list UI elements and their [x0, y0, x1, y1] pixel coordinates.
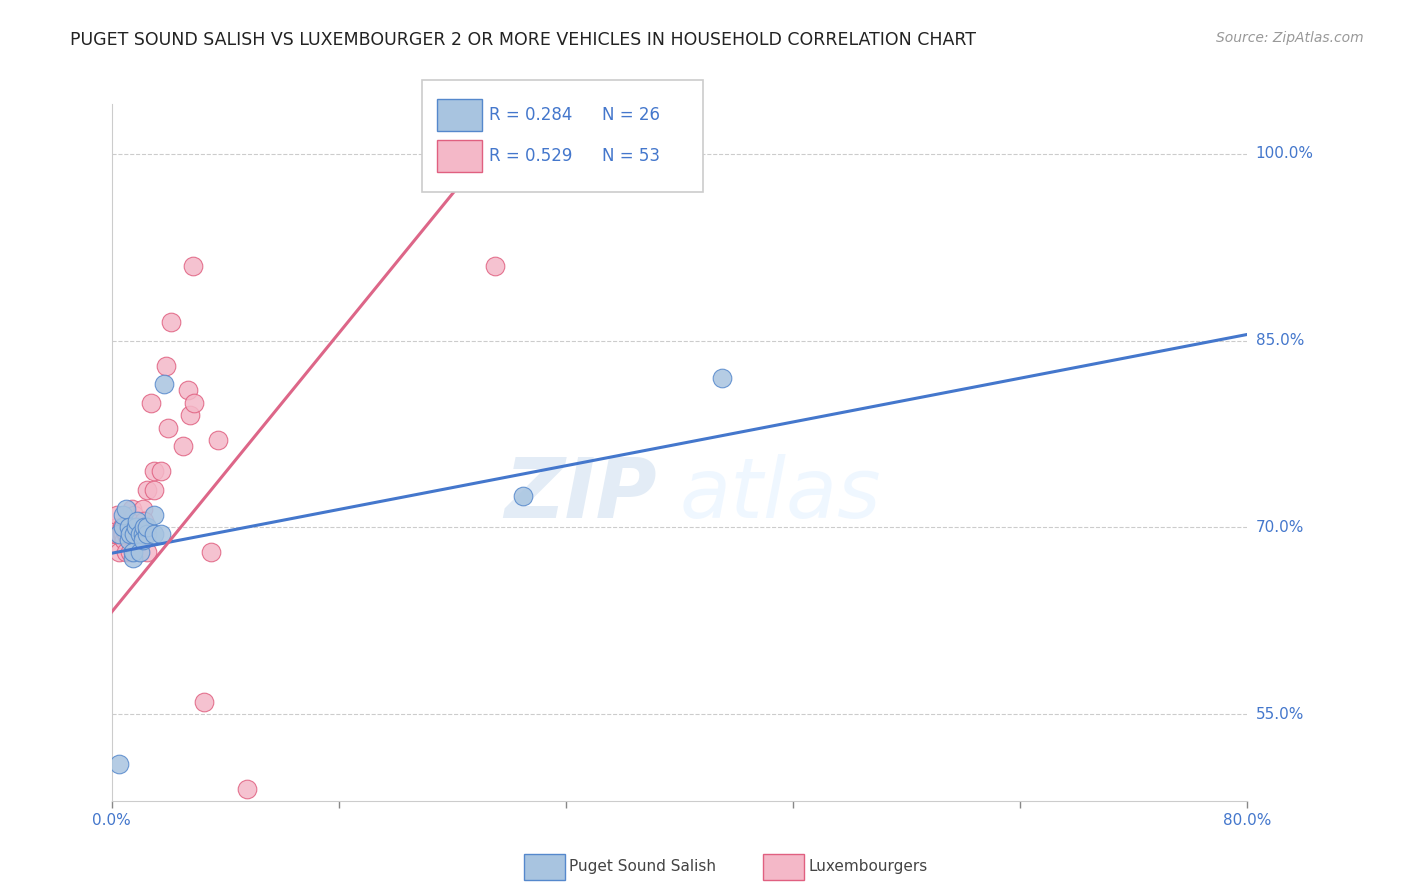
Text: ZIP: ZIP	[505, 454, 657, 535]
Point	[143, 526, 166, 541]
Point	[107, 545, 129, 559]
Point	[160, 315, 183, 329]
Point	[153, 377, 176, 392]
Point	[127, 520, 149, 534]
Point	[112, 526, 135, 541]
Point	[107, 526, 129, 541]
Point	[136, 520, 159, 534]
Point	[155, 359, 177, 373]
Point	[125, 520, 148, 534]
Point	[114, 533, 136, 547]
Point	[124, 526, 146, 541]
Point	[124, 508, 146, 522]
Point	[105, 508, 128, 522]
Point	[177, 384, 200, 398]
Point	[512, 489, 534, 503]
Text: R = 0.529: R = 0.529	[489, 147, 572, 165]
Point	[132, 501, 155, 516]
Point	[132, 526, 155, 541]
Point	[207, 434, 229, 448]
Point	[157, 421, 180, 435]
Point	[143, 464, 166, 478]
Point	[129, 520, 152, 534]
Point	[150, 526, 173, 541]
Point	[122, 551, 145, 566]
Point	[122, 520, 145, 534]
Point	[107, 526, 129, 541]
Point	[134, 514, 156, 528]
Point	[120, 526, 142, 541]
Point	[120, 526, 142, 541]
Text: N = 26: N = 26	[602, 106, 659, 124]
Text: PUGET SOUND SALISH VS LUXEMBOURGER 2 OR MORE VEHICLES IN HOUSEHOLD CORRELATION C: PUGET SOUND SALISH VS LUXEMBOURGER 2 OR …	[70, 31, 976, 49]
Point	[118, 520, 141, 534]
Point	[115, 520, 138, 534]
Point	[114, 520, 136, 534]
Point	[711, 371, 734, 385]
Point	[118, 520, 141, 534]
Point	[111, 526, 134, 541]
Point	[179, 409, 201, 423]
Point	[124, 526, 146, 541]
Point	[103, 526, 125, 541]
Point	[200, 545, 222, 559]
Point	[110, 526, 132, 541]
Text: atlas: atlas	[679, 454, 882, 535]
Point	[136, 545, 159, 559]
Point	[111, 520, 134, 534]
Text: Puget Sound Salish: Puget Sound Salish	[569, 859, 717, 873]
Point	[132, 526, 155, 541]
Point	[484, 259, 506, 273]
Point	[112, 520, 135, 534]
Point	[172, 439, 194, 453]
Text: Luxembourgers: Luxembourgers	[808, 859, 928, 873]
Text: 55.0%: 55.0%	[1256, 706, 1303, 722]
Point	[115, 526, 138, 541]
Text: N = 53: N = 53	[602, 147, 659, 165]
Point	[136, 526, 159, 541]
Point	[193, 695, 215, 709]
Point	[107, 756, 129, 771]
Point	[105, 520, 128, 534]
Text: 70.0%: 70.0%	[1256, 520, 1303, 535]
Point	[129, 545, 152, 559]
Point	[181, 259, 204, 273]
Point	[143, 508, 166, 522]
Point	[112, 508, 135, 522]
Point	[136, 483, 159, 497]
Point	[127, 514, 149, 528]
Point	[121, 501, 143, 516]
Point	[134, 520, 156, 534]
Text: Source: ZipAtlas.com: Source: ZipAtlas.com	[1216, 31, 1364, 45]
Point	[115, 545, 138, 559]
Point	[143, 483, 166, 497]
Point	[117, 526, 139, 541]
Point	[129, 545, 152, 559]
Point	[115, 501, 138, 516]
Point	[128, 514, 150, 528]
Text: 85.0%: 85.0%	[1256, 333, 1303, 348]
Point	[120, 545, 142, 559]
Point	[118, 533, 141, 547]
Point	[150, 464, 173, 478]
Point	[183, 396, 205, 410]
Point	[235, 781, 257, 796]
Point	[141, 396, 163, 410]
Point	[122, 526, 145, 541]
Point	[131, 526, 153, 541]
Point	[104, 526, 127, 541]
Point	[132, 533, 155, 547]
Text: R = 0.284: R = 0.284	[489, 106, 572, 124]
Point	[127, 526, 149, 541]
Point	[122, 545, 145, 559]
Text: 100.0%: 100.0%	[1256, 146, 1313, 161]
Point	[129, 526, 152, 541]
Point	[125, 526, 148, 541]
